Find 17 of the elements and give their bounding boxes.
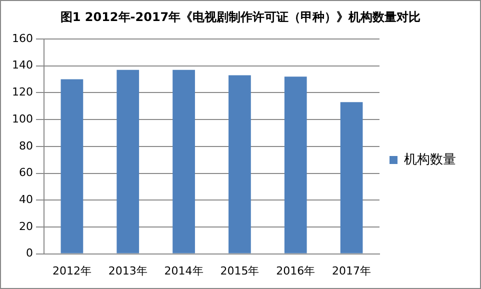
y-tick-label: 0 xyxy=(26,246,33,260)
y-tick-label: 20 xyxy=(18,220,33,233)
y-tick-label: 40 xyxy=(18,192,33,206)
x-tick-label: 2014年 xyxy=(164,264,204,278)
y-tick-label: 60 xyxy=(18,166,33,180)
y-tick-label: 100 xyxy=(12,112,33,126)
legend-label: 机构数量 xyxy=(404,152,456,168)
chart-title: 图1 2012年-2017年《电视剧制作许可证（甲种）》机构数量对比 xyxy=(59,9,422,26)
y-tick-label: 120 xyxy=(12,86,33,99)
x-tick-label: 2017年 xyxy=(332,264,372,278)
y-tick-label: 160 xyxy=(12,32,33,45)
x-tick-label: 2015年 xyxy=(220,264,260,278)
y-tick-label: 140 xyxy=(12,58,33,72)
y-tick-label: 80 xyxy=(18,139,33,152)
x-tick-label: 2013年 xyxy=(108,264,148,278)
x-tick-label: 2012年 xyxy=(52,264,92,278)
x-tick-label: 2016年 xyxy=(276,264,316,278)
